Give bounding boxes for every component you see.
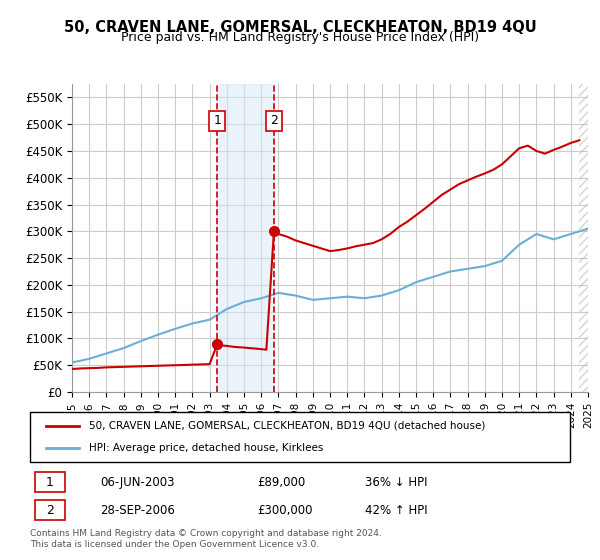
Text: 1: 1 [213, 114, 221, 128]
Text: 50, CRAVEN LANE, GOMERSAL, CLECKHEATON, BD19 4QU: 50, CRAVEN LANE, GOMERSAL, CLECKHEATON, … [64, 20, 536, 35]
FancyBboxPatch shape [35, 472, 65, 492]
Bar [217, 84, 274, 392]
Text: 06-JUN-2003: 06-JUN-2003 [100, 475, 175, 489]
Text: 2: 2 [270, 114, 278, 128]
Text: 28-SEP-2006: 28-SEP-2006 [100, 503, 175, 517]
FancyBboxPatch shape [30, 412, 570, 462]
Text: 2: 2 [46, 503, 54, 517]
Text: 42% ↑ HPI: 42% ↑ HPI [365, 503, 427, 517]
Text: £89,000: £89,000 [257, 475, 305, 489]
FancyBboxPatch shape [35, 500, 65, 520]
Text: Contains HM Land Registry data © Crown copyright and database right 2024.
This d: Contains HM Land Registry data © Crown c… [30, 529, 382, 549]
Text: HPI: Average price, detached house, Kirklees: HPI: Average price, detached house, Kirk… [89, 443, 324, 453]
Bar [580, 84, 588, 392]
Text: 50, CRAVEN LANE, GOMERSAL, CLECKHEATON, BD19 4QU (detached house): 50, CRAVEN LANE, GOMERSAL, CLECKHEATON, … [89, 421, 486, 431]
Text: Price paid vs. HM Land Registry's House Price Index (HPI): Price paid vs. HM Land Registry's House … [121, 31, 479, 44]
Text: 36% ↓ HPI: 36% ↓ HPI [365, 475, 427, 489]
Text: £300,000: £300,000 [257, 503, 312, 517]
Text: 1: 1 [46, 475, 54, 489]
